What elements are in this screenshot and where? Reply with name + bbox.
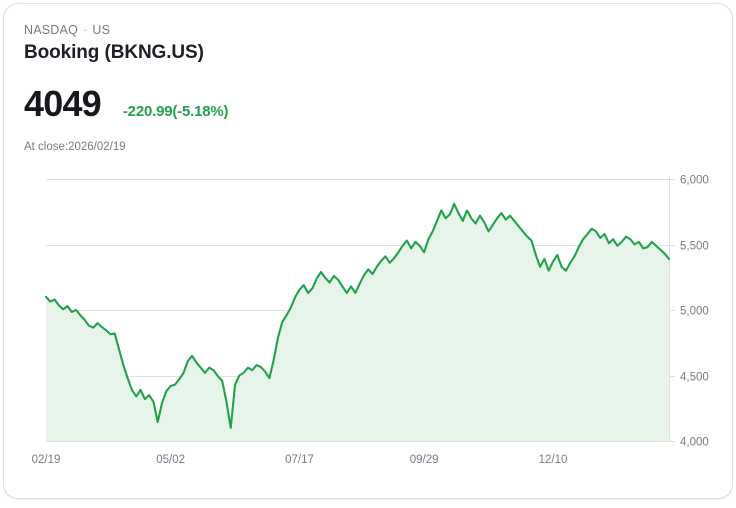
price-change: -220.99(-5.18%) <box>122 103 229 120</box>
price-chart[interactable]: 4,000 4,500 5,000 5,500 6,000 02/19 05/02 07/1… <box>4 164 732 484</box>
series-area-path <box>46 203 669 441</box>
stock-quote-card: NASDAQ · US Booking (BKNG.US) 4049 -220.99… <box>4 4 732 498</box>
close-timestamp: At close:2026/02/19 <box>24 141 126 153</box>
x-tick-label: 09/29 <box>410 454 439 466</box>
last-price: 4049 <box>24 83 102 124</box>
x-tick-label: 12/10 <box>539 454 568 466</box>
quote-header: NASDAQ · US Booking (BKNG.US) 4049 -220.99… <box>4 4 732 154</box>
y-tick-label: 4,500 <box>680 372 709 384</box>
y-axis-labels: 4,000 4,500 5,000 5,500 6,000 <box>680 175 709 449</box>
exchange-separator: · <box>83 23 88 37</box>
y-tick-label: 4,000 <box>680 437 709 449</box>
y-tick-label: 5,500 <box>680 241 709 253</box>
page-title: Booking (BKNG.US) <box>24 42 204 63</box>
x-tick-label: 05/02 <box>156 454 185 466</box>
exchange-label: NASDAQ <box>24 23 78 37</box>
region-label: US <box>92 23 111 37</box>
price-row: 4049 -220.99(-5.18%) <box>24 84 732 124</box>
price-chart-svg[interactable]: 4,000 4,500 5,000 5,500 6,000 02/19 05/02 07/1… <box>4 164 732 484</box>
x-tick-label: 07/17 <box>285 454 314 466</box>
series-line <box>44 202 671 429</box>
series-line-path <box>44 202 671 429</box>
y-tick-label: 6,000 <box>680 175 709 187</box>
x-tick-label: 02/19 <box>32 454 61 466</box>
exchange-line: NASDAQ · US <box>24 22 732 38</box>
x-axis-labels: 02/19 05/02 07/17 09/29 12/10 <box>32 454 568 466</box>
series-area <box>46 203 669 441</box>
y-tick-label: 5,000 <box>680 306 709 318</box>
